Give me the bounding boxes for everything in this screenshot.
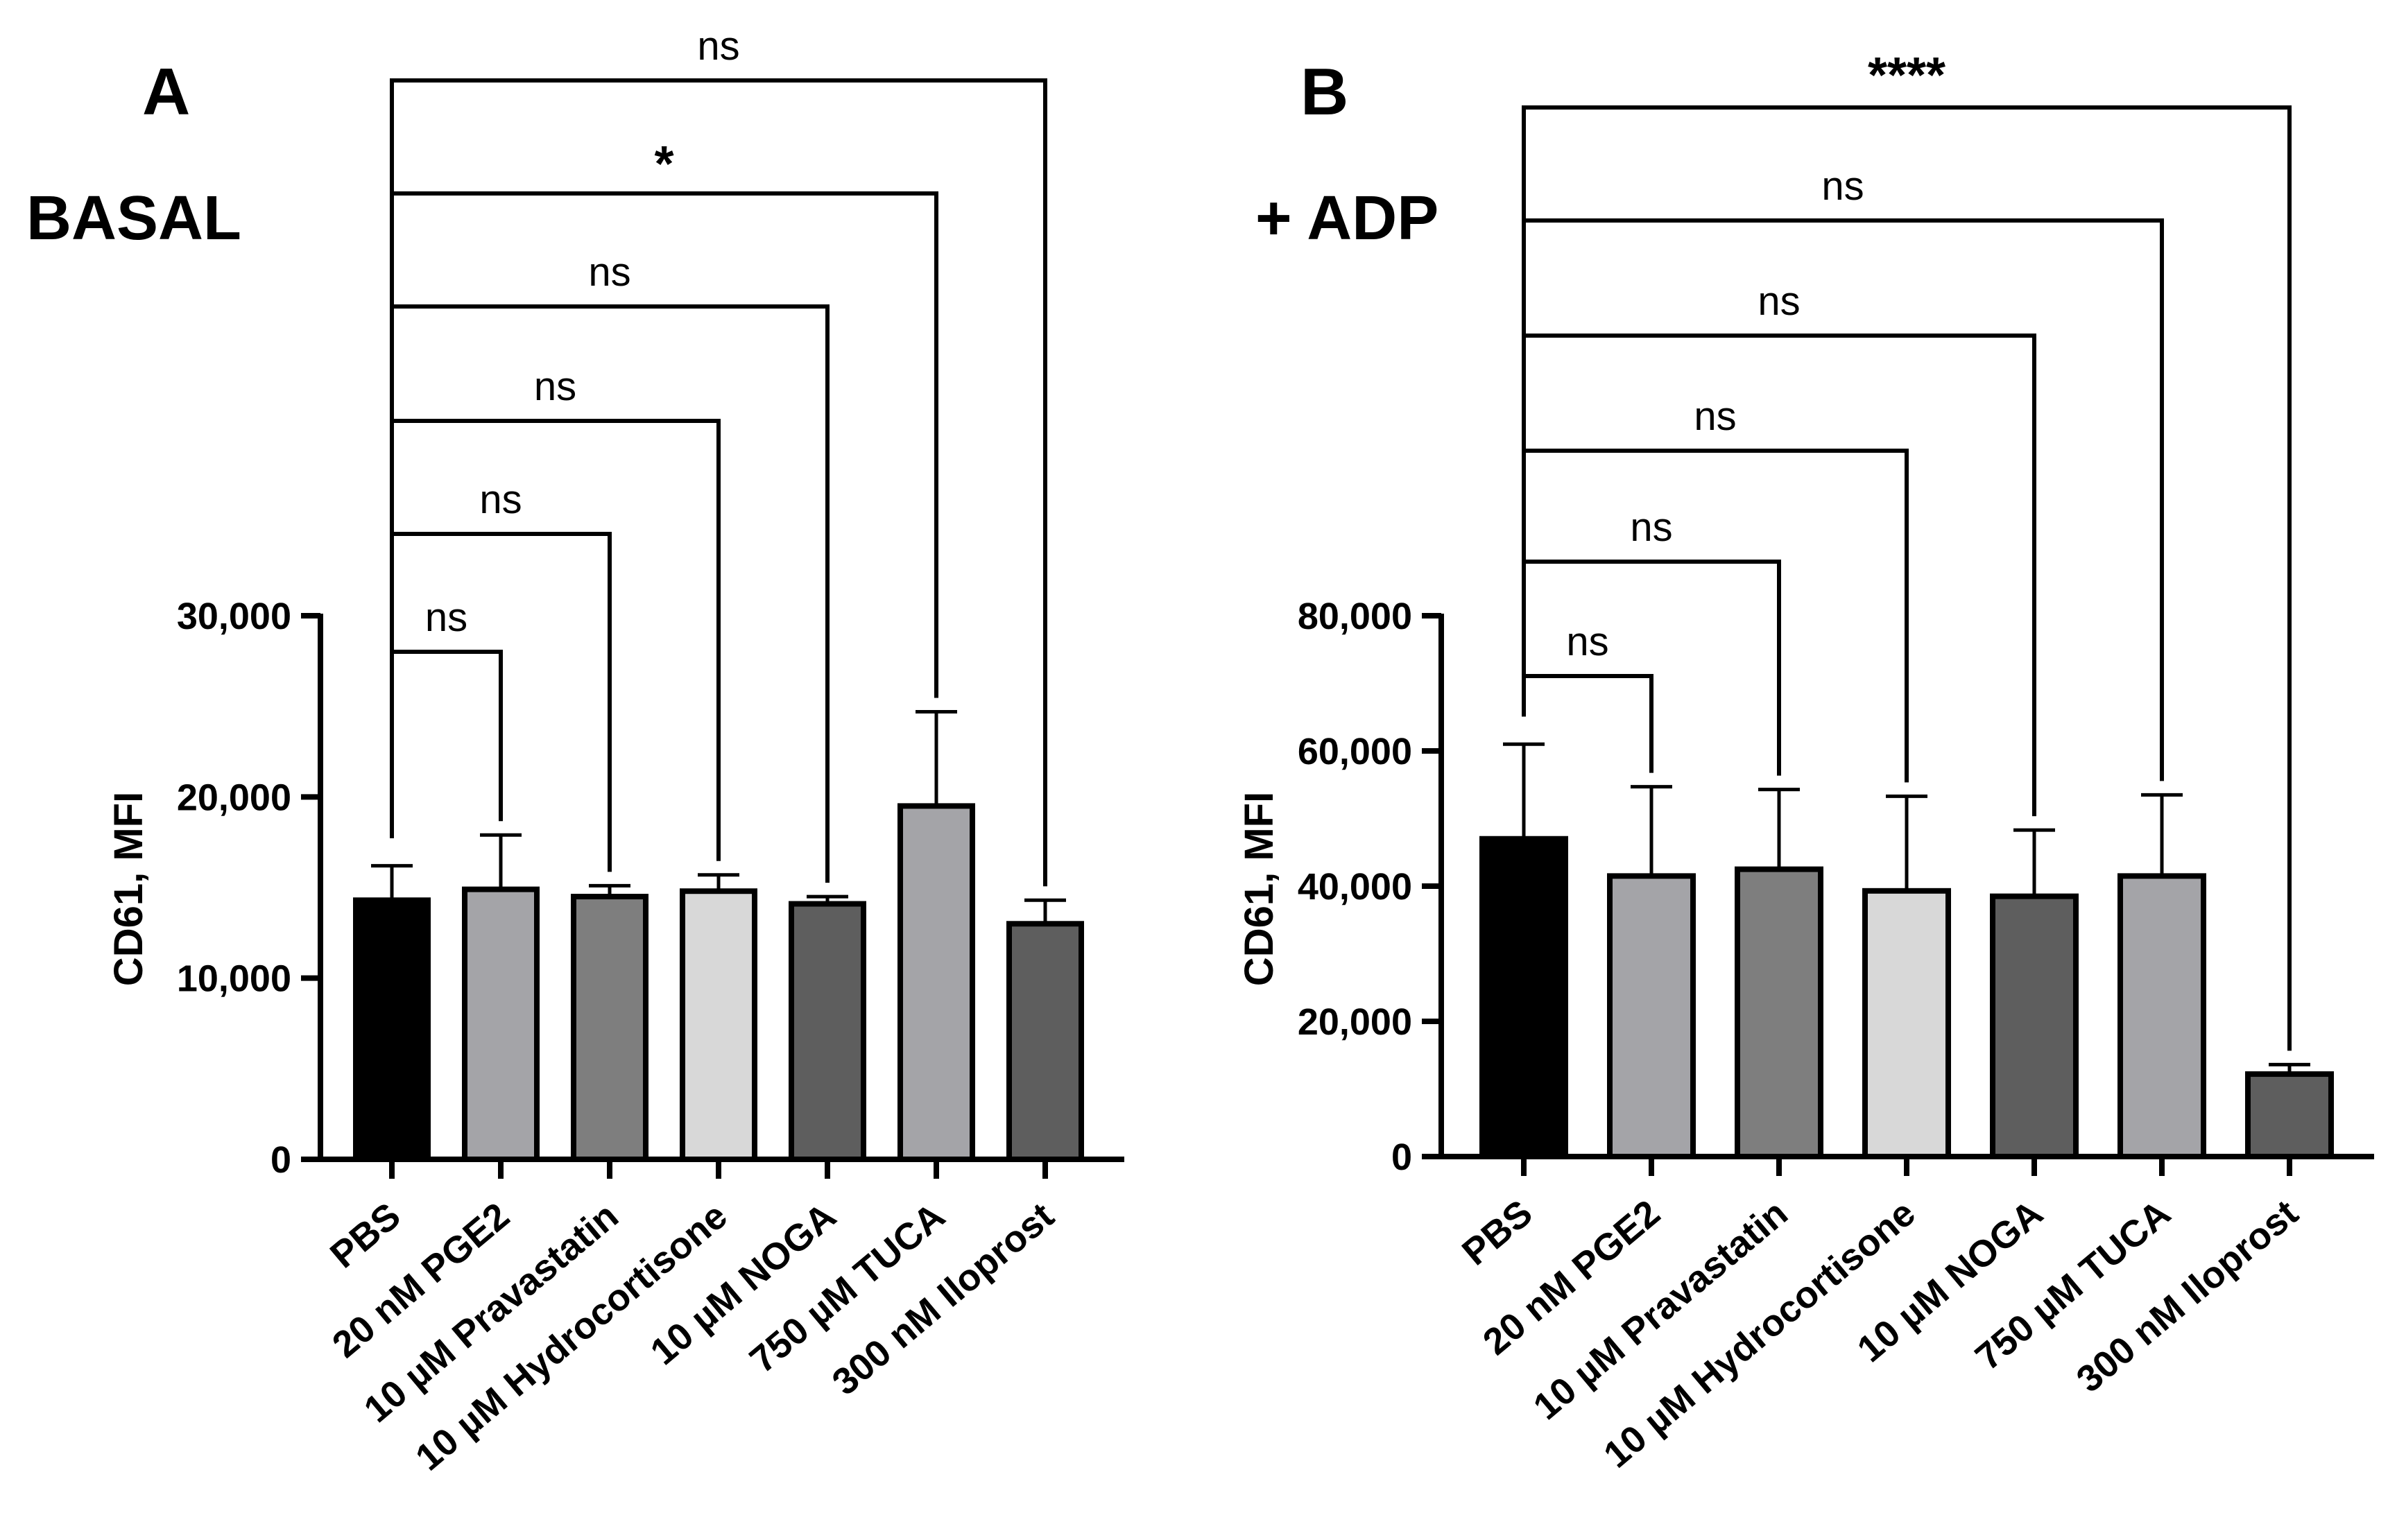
significance-label: ns xyxy=(1630,505,1672,550)
significance-label: ns xyxy=(425,595,467,640)
bar xyxy=(1479,836,1568,1159)
y-tick-label: 80,000 xyxy=(1298,596,1412,637)
panel-b: B + ADP CD61, MFI 0 20,000 40,000 60,000 80,… xyxy=(1237,48,2374,1476)
significance-label: ns xyxy=(534,364,576,409)
category-label: PBS xyxy=(323,1195,409,1276)
panel-letter: B xyxy=(1300,55,1348,129)
bar xyxy=(1006,921,1084,1163)
bar xyxy=(1990,893,2079,1159)
significance-label: ns xyxy=(1566,619,1608,664)
y-tick-label: 40,000 xyxy=(1298,866,1412,908)
panel-a: A BASAL CD61, MFI 0 10,000 20,000 30,000 PBS… xyxy=(26,24,1124,1479)
bar xyxy=(2245,1071,2334,1160)
category-label: 10 µM NOGA xyxy=(643,1195,844,1373)
y-axis-label: CD61, MFI xyxy=(1237,792,1282,986)
significance-bracket xyxy=(390,78,1047,887)
significance-label: **** xyxy=(1868,48,1945,103)
bar xyxy=(789,901,866,1163)
significance-label: * xyxy=(654,137,673,192)
significance-bracket xyxy=(390,191,938,838)
bar xyxy=(2117,873,2206,1159)
significance-bracket xyxy=(390,650,503,838)
bar xyxy=(1735,866,1823,1159)
panel-letter: A xyxy=(142,55,190,129)
y-tick-label: 60,000 xyxy=(1298,731,1412,772)
bar xyxy=(571,894,648,1162)
y-tick-label: 30,000 xyxy=(177,596,291,637)
condition-label: BASAL xyxy=(26,184,241,253)
significance-bracket xyxy=(390,419,721,861)
significance-label: ns xyxy=(1758,279,1800,324)
y-tick-label: 0 xyxy=(1391,1136,1412,1178)
category-label: PBS xyxy=(1454,1192,1540,1273)
y-tick-label: 0 xyxy=(270,1139,291,1181)
y-tick-label: 20,000 xyxy=(177,777,291,818)
significance-label: ns xyxy=(479,477,522,522)
bar xyxy=(1862,888,1951,1159)
significance-label: ns xyxy=(1821,164,1864,209)
bar xyxy=(462,886,540,1162)
significance-bracket xyxy=(1522,218,2164,781)
bar xyxy=(1607,873,1696,1159)
y-axis-label: CD61, MFI xyxy=(106,792,151,986)
bar xyxy=(680,888,757,1163)
significance-bracket xyxy=(1522,449,1909,783)
y-tick-label: 20,000 xyxy=(1298,1001,1412,1043)
significance-bracket xyxy=(1522,674,1653,773)
significance-bracket xyxy=(1522,105,2292,1051)
bar xyxy=(353,897,431,1162)
y-tick-label: 10,000 xyxy=(177,958,291,1000)
bar xyxy=(897,803,975,1163)
significance-label: ns xyxy=(588,250,630,295)
significance-label: ns xyxy=(1694,394,1736,439)
significance-label: ns xyxy=(697,24,739,69)
category-label: 300 nM Iloprost xyxy=(2069,1192,2306,1401)
condition-label: + ADP xyxy=(1255,184,1438,253)
